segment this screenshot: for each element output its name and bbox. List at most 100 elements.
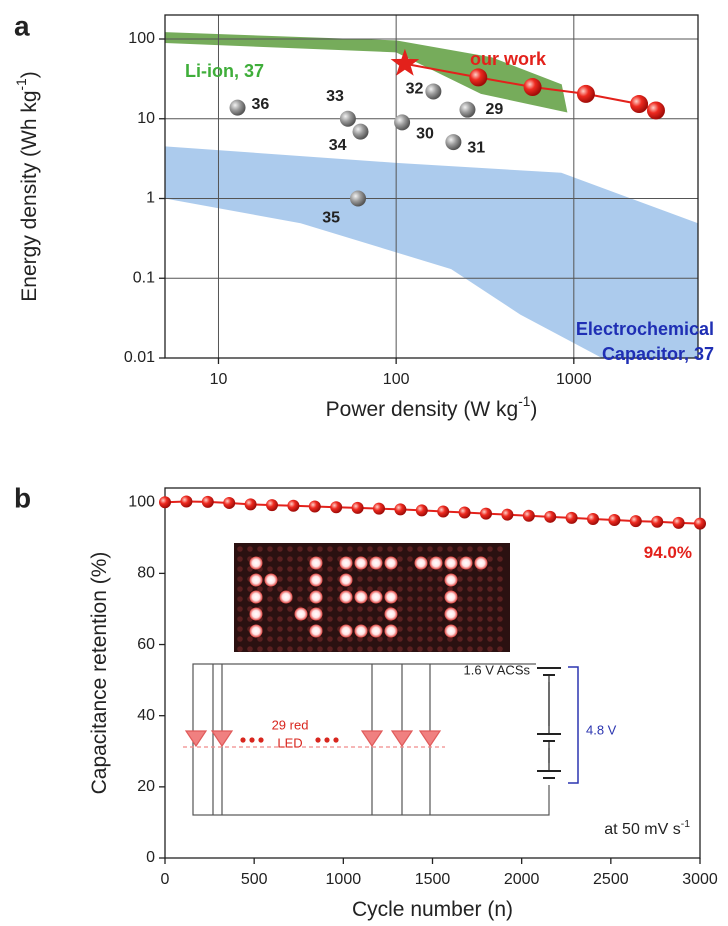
led-dot xyxy=(427,586,433,592)
lit-led xyxy=(444,590,458,604)
point xyxy=(415,504,428,517)
led-dot xyxy=(497,556,503,562)
y-tick-label: 20 xyxy=(137,778,155,795)
reference-point xyxy=(350,190,367,207)
led-dot xyxy=(347,616,353,622)
led-dot xyxy=(417,576,423,582)
led-dot xyxy=(387,546,393,552)
led-dot xyxy=(497,586,503,592)
led-dot xyxy=(297,546,303,552)
x-tick-label: 1500 xyxy=(415,871,451,888)
label-part: Energy density (Wh kg xyxy=(18,90,41,301)
led-dot xyxy=(337,586,343,592)
y-tick-label: 0.1 xyxy=(133,269,155,286)
led-dot xyxy=(437,636,443,642)
led-dot xyxy=(357,616,363,622)
led-dot xyxy=(287,646,293,652)
led-dot xyxy=(307,586,313,592)
point xyxy=(608,514,621,527)
point-label: 29 xyxy=(485,101,503,118)
led-dot xyxy=(397,596,403,602)
led-dot xyxy=(347,636,353,642)
x-axis-title: Power density (W kg-1) xyxy=(326,394,538,420)
star-point xyxy=(390,48,420,76)
led-dot xyxy=(427,626,433,632)
led-label: 29 red xyxy=(272,717,309,732)
lit-led xyxy=(309,573,323,587)
led-dot xyxy=(357,576,363,582)
led-dot xyxy=(457,636,463,642)
led-dot xyxy=(277,566,283,572)
led-dot xyxy=(477,646,483,652)
led-label: LED xyxy=(277,735,302,750)
lit-led xyxy=(414,556,428,570)
lit-led xyxy=(249,624,263,638)
led-dot xyxy=(417,616,423,622)
lit-led xyxy=(309,590,323,604)
led-dot xyxy=(267,626,273,632)
led-dot xyxy=(417,596,423,602)
led-dot xyxy=(427,546,433,552)
reference-point xyxy=(339,110,356,127)
led-dot xyxy=(287,576,293,582)
led-dot xyxy=(427,606,433,612)
led-dot xyxy=(287,636,293,642)
lit-led xyxy=(369,590,383,604)
point xyxy=(244,498,257,511)
point-label: 30 xyxy=(416,126,434,143)
led-dot xyxy=(407,566,413,572)
led-dot xyxy=(277,626,283,632)
led-symbols xyxy=(184,730,442,748)
led-dot xyxy=(487,556,493,562)
lit-led xyxy=(369,624,383,638)
lit-led xyxy=(384,607,398,621)
point xyxy=(330,501,343,514)
led-dot xyxy=(327,556,333,562)
led-dot xyxy=(477,616,483,622)
led-dot xyxy=(337,546,343,552)
led-dot xyxy=(437,596,443,602)
lit-led xyxy=(444,573,458,587)
led-dot xyxy=(277,646,283,652)
led-dot xyxy=(457,596,463,602)
lit-led xyxy=(369,556,383,570)
reference-point xyxy=(352,123,369,140)
led-dot xyxy=(477,606,483,612)
x-tick-label: 500 xyxy=(241,871,268,888)
led-dot xyxy=(477,576,483,582)
led-dot xyxy=(407,646,413,652)
lit-led xyxy=(339,573,353,587)
lit-led xyxy=(384,624,398,638)
x-tick-label: 3000 xyxy=(682,871,718,888)
led-dot xyxy=(417,546,423,552)
led-dot xyxy=(387,636,393,642)
led-dot xyxy=(347,586,353,592)
label-part: ) xyxy=(18,71,41,78)
led-dot xyxy=(257,586,263,592)
y-tick-label: 100 xyxy=(128,493,155,510)
bracket xyxy=(568,666,579,784)
point xyxy=(266,499,278,512)
led-dot xyxy=(407,556,413,562)
y-tick-label: 100 xyxy=(128,30,155,47)
lit-led xyxy=(354,590,368,604)
led-dot xyxy=(387,646,393,652)
led-dot xyxy=(447,586,453,592)
led-dot xyxy=(297,566,303,572)
gap xyxy=(536,763,562,785)
led-dot xyxy=(407,546,413,552)
lit-led xyxy=(339,624,353,638)
region-label: Electrochemical xyxy=(576,319,714,339)
led-dot xyxy=(397,626,403,632)
led-dot xyxy=(467,636,473,642)
led-dot xyxy=(427,616,433,622)
led-dot xyxy=(327,626,333,632)
point xyxy=(351,501,364,514)
led-dot xyxy=(377,636,383,642)
led-dot xyxy=(237,556,243,562)
led-dot xyxy=(367,546,373,552)
lit-led xyxy=(339,590,353,604)
led-dot xyxy=(247,586,253,592)
lit-led xyxy=(264,573,278,587)
x-tick-label: 1000 xyxy=(556,371,592,388)
